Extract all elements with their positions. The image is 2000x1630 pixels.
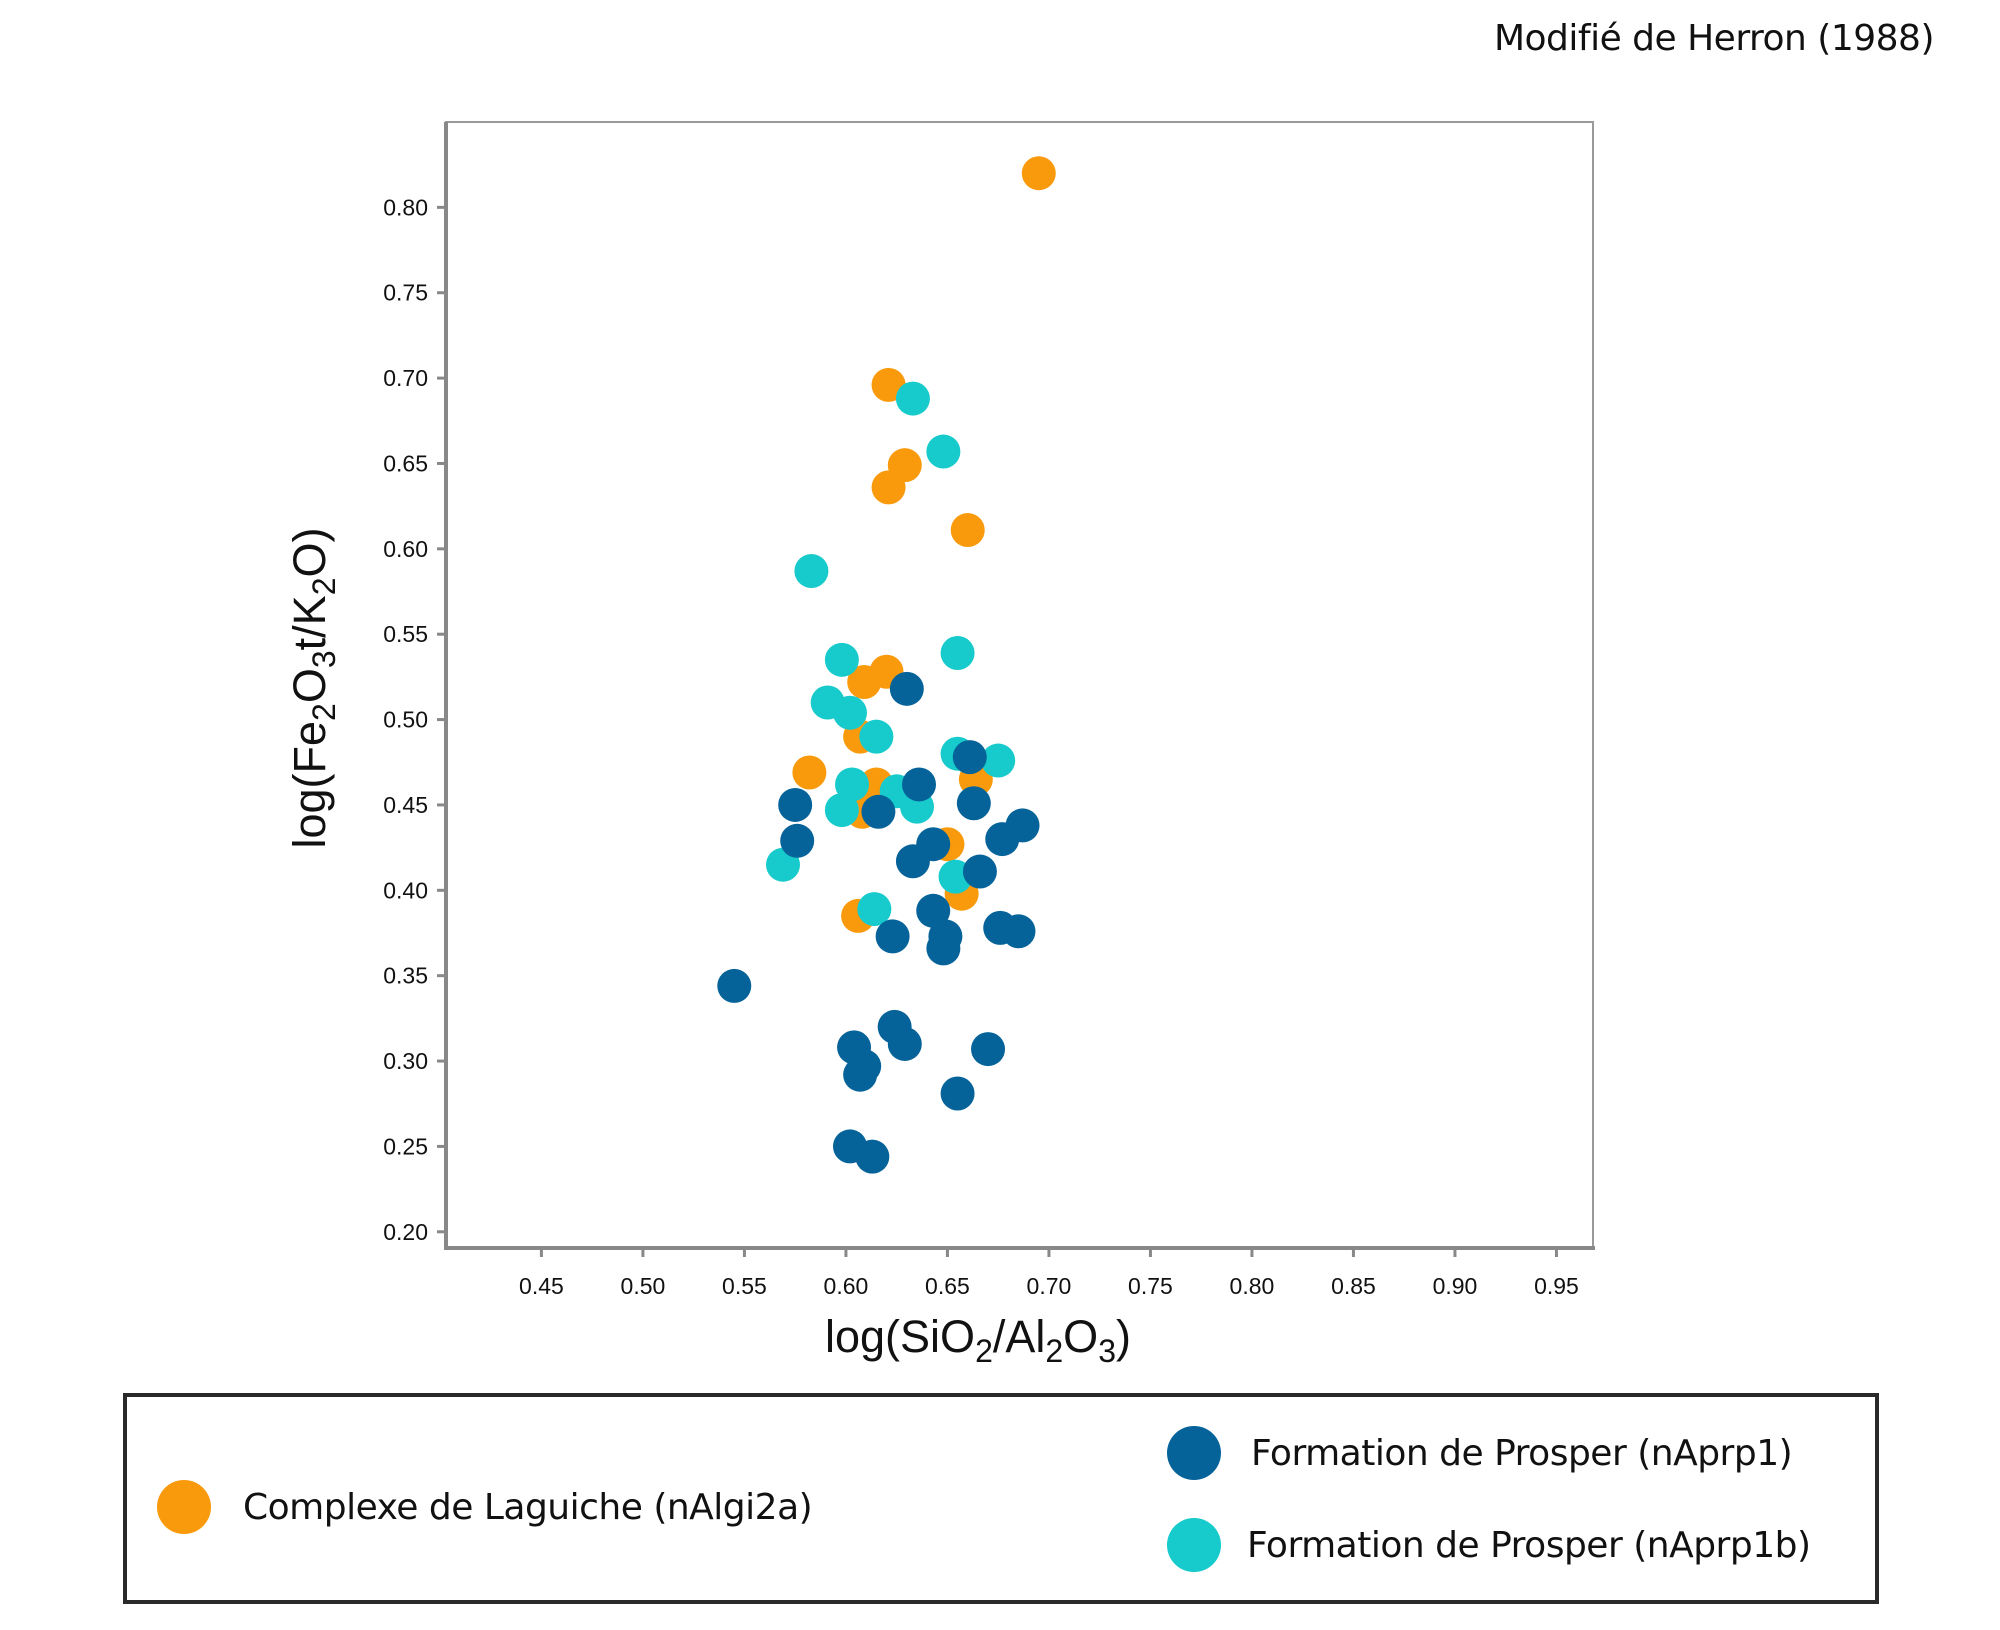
y-axis-ticks: 0.20 0.25 0.30 0.35 0.40 0.45 0.50 0.55 0.60 0.65… [383,194,446,1245]
axis-title-part: t/K [284,595,335,650]
data-point [889,671,924,706]
legend-label: Complexe de Laguiche (nAlgi2a) [243,1486,813,1528]
x-tick-label: 0.95 [1534,1273,1579,1299]
data-point [835,767,870,802]
data-point [985,822,1020,857]
data-point [1001,914,1036,949]
axis-title-part: 2 [306,703,342,721]
legend-label: Formation de Prosper (nAprp1) [1251,1432,1793,1474]
data-point [875,919,910,954]
legend-item-laguiche: Complexe de Laguiche (nAlgi2a) [157,1480,813,1534]
data-point [857,892,892,927]
data-point [950,513,985,548]
data-point [778,787,813,822]
y-tick-label: 0.45 [383,792,428,818]
axis-title-part: log(Fe [284,721,335,849]
series-2 [717,671,1040,1174]
data-point [962,854,997,889]
y-tick-label: 0.55 [383,621,428,647]
axis-title-part: O [284,668,335,703]
x-axis-ticks: 0.45 0.50 0.55 0.60 0.65 0.70 0.75 0.80 0.85 0.90… [519,1248,1579,1299]
data-point [895,381,930,416]
data-points [717,156,1056,1174]
axis-title-part: O [1063,1311,1098,1362]
x-tick-label: 0.60 [824,1273,869,1299]
data-point [824,793,859,828]
legend-label: Formation de Prosper (nAprp1b) [1247,1524,1811,1566]
data-point [871,470,906,505]
data-point [926,434,961,469]
data-point [780,823,815,858]
x-axis-title: log(SiO2/Al2O3) [825,1311,1131,1369]
x-tick-label: 0.85 [1331,1273,1376,1299]
data-point [940,1076,975,1111]
y-tick-label: 0.40 [383,877,428,903]
data-point [859,719,894,754]
x-tick-label: 0.65 [925,1273,970,1299]
data-point [717,968,752,1003]
x-tick-label: 0.80 [1230,1273,1275,1299]
axis-title-part: 3 [1098,1333,1116,1369]
axis-title-part: 3 [306,650,342,668]
legend-marker-orange-icon [157,1480,211,1534]
x-tick-label: 0.50 [621,1273,666,1299]
data-point [794,554,829,589]
data-point [861,794,896,829]
data-point [981,743,1016,778]
data-point [847,665,882,700]
data-point [956,786,991,821]
y-tick-label: 0.80 [383,194,428,220]
data-point [824,642,859,677]
y-axis-title: log(Fe2O3t/K2O) [284,528,342,849]
plot-border [445,121,1594,1249]
data-point [916,893,951,928]
data-point [926,931,961,966]
axis-title-part: 2 [306,578,342,596]
y-tick-label: 0.70 [383,365,428,391]
plot-frame [444,121,1595,1250]
data-point [832,695,867,730]
y-tick-label: 0.50 [383,707,428,733]
y-tick-label: 0.35 [383,963,428,989]
axis-title-part: 2 [1045,1333,1063,1369]
y-tick-label: 0.60 [383,536,428,562]
data-point [887,1026,922,1061]
x-tick-label: 0.45 [519,1273,564,1299]
legend: Complexe de Laguiche (nAlgi2a) Formation… [123,1393,1879,1604]
data-point [843,1057,878,1092]
axis-title-part: 2 [975,1333,993,1369]
legend-item-prosper-nAprp1b: Formation de Prosper (nAprp1b) [1167,1518,1811,1572]
axis-title-part: /Al [993,1311,1046,1362]
axis-title-part: O) [284,528,335,578]
data-point [902,767,937,802]
axis-title-part: log(SiO [825,1311,975,1362]
axis-title-part: ) [1116,1311,1131,1362]
scatter-chart: 0.45 0.50 0.55 0.60 0.65 0.70 0.75 0.80 0.85 0.90… [284,121,1595,1369]
legend-marker-cyan-icon [1167,1518,1221,1572]
x-tick-label: 0.75 [1128,1273,1173,1299]
x-tick-label: 0.55 [722,1273,767,1299]
y-tick-label: 0.20 [383,1219,428,1245]
x-tick-label: 0.70 [1027,1273,1072,1299]
data-point [971,1032,1006,1067]
data-point [792,755,827,790]
source-note: Modifié de Herron (1988) [1493,18,1935,59]
y-tick-label: 0.25 [383,1133,428,1159]
y-tick-label: 0.75 [383,280,428,306]
y-tick-label: 0.65 [383,450,428,476]
data-point [895,844,930,879]
x-tick-label: 0.90 [1433,1273,1478,1299]
data-point [855,1139,890,1174]
data-point [952,740,987,775]
legend-marker-darkblue-icon [1167,1426,1221,1480]
data-point [940,635,975,670]
data-point [1021,156,1056,191]
legend-item-prosper-nAprp1: Formation de Prosper (nAprp1) [1167,1426,1793,1480]
y-tick-label: 0.30 [383,1048,428,1074]
